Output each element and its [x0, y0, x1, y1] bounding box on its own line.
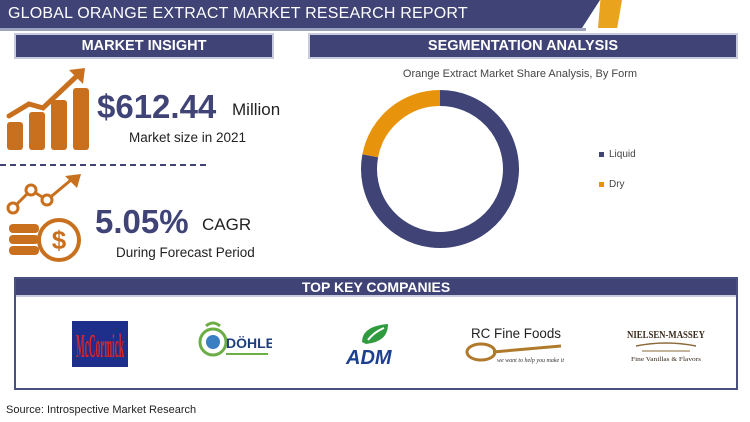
- market-size-label: Market size in 2021: [129, 130, 247, 145]
- title-bar: GLOBAL ORANGE EXTRACT MARKET RESEARCH RE…: [0, 0, 600, 28]
- nielsen-massey-tagline: Fine Vanillas & Flavors: [631, 357, 702, 363]
- cagr-label: During Forecast Period: [116, 245, 255, 260]
- cagr-value: 5.05%: [95, 203, 189, 240]
- legend-swatch-liquid: [599, 151, 604, 157]
- dohler-logo: DÖHLER: [198, 321, 272, 357]
- market-insight-heading: MARKET INSIGHT: [14, 33, 274, 59]
- adm-logo-text: ADM: [345, 347, 393, 368]
- rc-fine-foods-logo-text: RC Fine Foods: [471, 325, 561, 341]
- donut-slice-dry: [362, 90, 441, 158]
- legend-label-liquid: Liquid: [609, 149, 636, 160]
- mccormick-logo-text: McCormick: [76, 328, 124, 365]
- cagr-unit: CAGR: [202, 215, 252, 234]
- legend-label-dry: Dry: [609, 179, 625, 190]
- dashed-divider: [0, 164, 206, 166]
- market-size-value: $612.44: [97, 88, 217, 125]
- mccormick-logo: McCormick: [72, 321, 128, 367]
- title-underline: [0, 28, 586, 31]
- nielsen-massey-logo-text: NIELSEN-MASSEY: [627, 330, 706, 341]
- rc-fine-foods-tagline: we want to help you make it: [497, 358, 564, 364]
- svg-text:$: $: [52, 225, 67, 255]
- source-note: Source: Introspective Market Research: [6, 404, 197, 416]
- adm-logo: ADM: [345, 324, 393, 368]
- growth-chart-icon: [6, 68, 89, 150]
- legend-item-dry: Dry: [599, 179, 625, 190]
- legend-swatch-dry: [599, 181, 604, 187]
- donut-slice-liquid: [361, 90, 519, 248]
- legend-item-liquid: Liquid: [599, 149, 636, 160]
- rc-fine-foods-logo: RC Fine Foods we want to help you make i…: [465, 325, 564, 364]
- dollar-coin-growth-icon: $: [6, 174, 81, 262]
- nielsen-massey-logo: NIELSEN-MASSEY Fine Vanillas & Flavors: [627, 330, 706, 363]
- market-size-unit: Million: [232, 100, 281, 119]
- chart-title: Orange Extract Market Share Analysis, By…: [402, 68, 638, 80]
- title-accent-stripe: [598, 0, 622, 28]
- dohler-logo-text: DÖHLER: [226, 335, 272, 351]
- companies-panel: [14, 277, 738, 390]
- donut-chart: [361, 90, 519, 248]
- segmentation-heading: SEGMENTATION ANALYSIS: [308, 33, 738, 59]
- report-title: GLOBAL ORANGE EXTRACT MARKET RESEARCH RE…: [8, 5, 468, 22]
